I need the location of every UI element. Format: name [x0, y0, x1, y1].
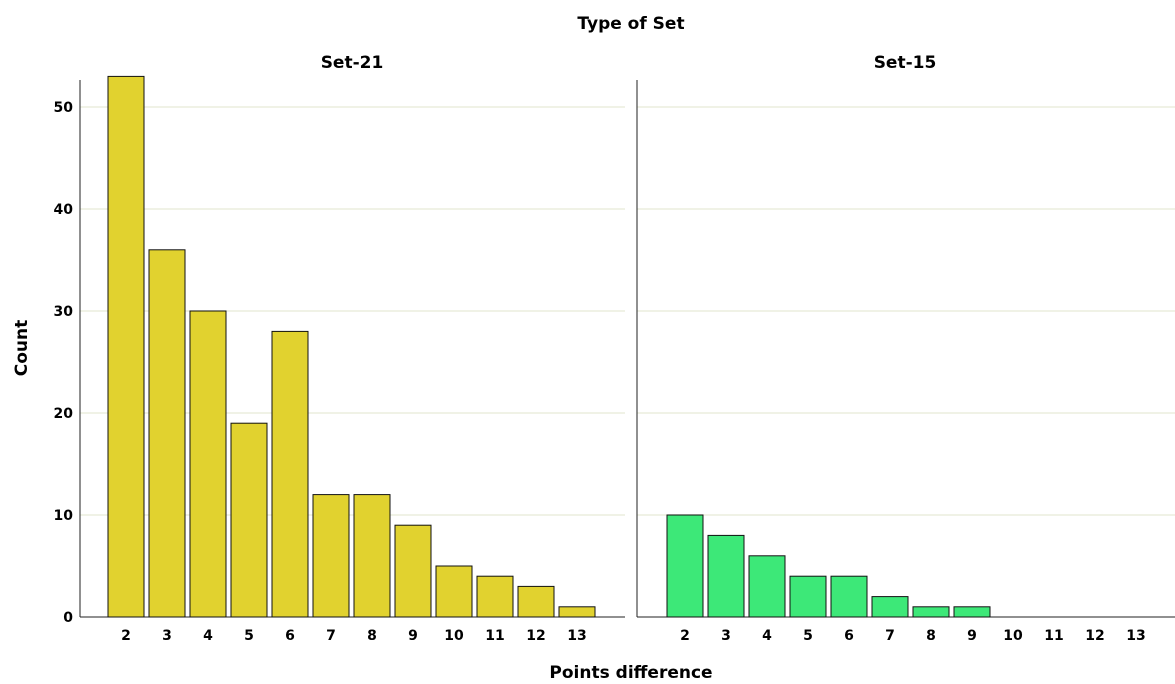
- x-tick-label: 3: [721, 628, 731, 644]
- bar-set-21-4: [189, 310, 227, 618]
- bar-set-21-2: [107, 75, 145, 618]
- bar-set-15-6: [830, 575, 868, 618]
- y-tick-label: 30: [54, 304, 74, 320]
- bar-set-21-12: [517, 585, 555, 618]
- x-tick-label: 8: [367, 628, 377, 644]
- x-tick-label: 5: [244, 628, 254, 644]
- bar-set-15-4: [748, 555, 786, 618]
- bar-set-15-7: [871, 596, 909, 618]
- bar-set-15-9: [953, 606, 991, 618]
- y-tick-label: 20: [54, 406, 74, 422]
- x-tick-label: 9: [967, 628, 977, 644]
- y-tick-label: 10: [54, 508, 74, 524]
- panel-title-set-21: Set-21: [321, 53, 384, 73]
- y-tick-label: 0: [63, 610, 73, 626]
- bar-set-21-13: [558, 606, 596, 618]
- x-tick-label: 5: [803, 628, 813, 644]
- bar-set-21-6: [271, 330, 309, 618]
- panel-title-set-15: Set-15: [874, 53, 937, 73]
- y-axis-title: Count: [12, 320, 32, 377]
- bar-set-21-11: [476, 575, 514, 618]
- x-tick-label: 4: [762, 628, 772, 644]
- x-tick-label: 7: [326, 628, 336, 644]
- bar-set-15-3: [707, 534, 745, 618]
- bar-set-21-3: [148, 249, 186, 618]
- x-tick-label: 11: [1044, 628, 1063, 644]
- plot-area: 0 10 20 30 40 50 2 3 4 5 6 7 8 9 10 11 12 13 2 3 4 5 6 7 8 9 10 11 1…: [54, 75, 1175, 644]
- bar-set-21-8: [353, 494, 391, 618]
- y-tick-label: 40: [54, 202, 74, 218]
- bar-set-21-7: [312, 494, 350, 618]
- bar-set-21-5: [230, 422, 268, 618]
- bar-set-21-10: [435, 565, 473, 618]
- x-tick-label: 9: [408, 628, 418, 644]
- x-tick-label: 4: [203, 628, 213, 644]
- x-tick-label: 2: [680, 628, 690, 644]
- bar-set-15-8: [912, 606, 950, 618]
- x-tick-label: 10: [1003, 628, 1023, 644]
- x-tick-label: 13: [1126, 628, 1145, 644]
- bar-set-21-9: [394, 524, 432, 618]
- x-tick-label: 8: [926, 628, 936, 644]
- x-tick-label: 13: [567, 628, 586, 644]
- x-tick-label: 12: [526, 628, 545, 644]
- x-tick-label: 6: [285, 628, 295, 644]
- chart-title: Type of Set: [577, 14, 684, 34]
- x-tick-label: 3: [162, 628, 172, 644]
- bar-set-15-5: [789, 575, 827, 618]
- y-tick-label: 50: [54, 100, 74, 116]
- x-tick-label: 11: [485, 628, 504, 644]
- x-axis-title: Points difference: [549, 663, 712, 683]
- x-tick-label: 2: [121, 628, 131, 644]
- x-tick-label: 10: [444, 628, 464, 644]
- x-tick-label: 6: [844, 628, 854, 644]
- bar-set-15-2: [666, 514, 704, 618]
- x-tick-label: 7: [885, 628, 895, 644]
- x-tick-label: 12: [1085, 628, 1104, 644]
